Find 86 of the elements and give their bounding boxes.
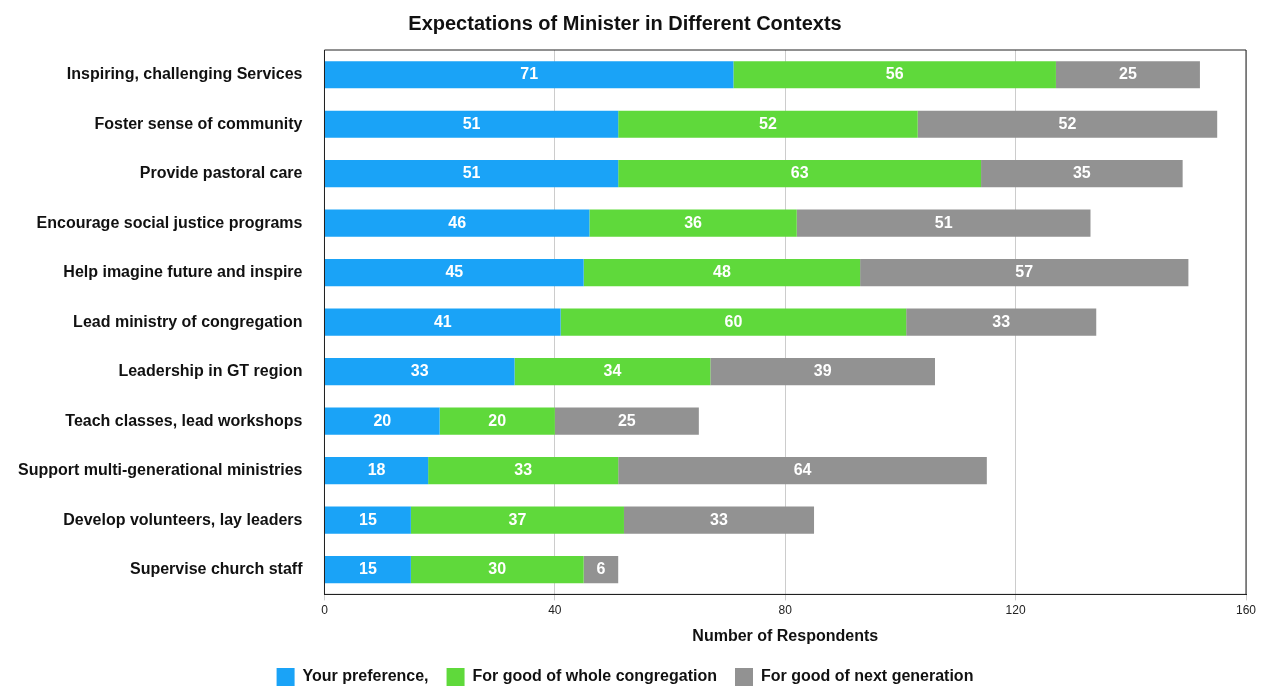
bar <box>410 506 624 534</box>
x-tick-label: 120 <box>1005 602 1026 617</box>
y-tick-label: Lead ministry of congregation <box>73 312 303 330</box>
bar <box>324 457 429 485</box>
data-label: 39 <box>813 362 832 380</box>
data-label: 6 <box>596 560 606 578</box>
x-axis-title: Number of Respondents <box>692 626 879 644</box>
bar <box>623 506 815 534</box>
y-tick-label: Foster sense of community <box>94 114 303 132</box>
y-tick-label: Teach classes, lead workshops <box>65 411 303 429</box>
bar <box>324 556 411 584</box>
data-label: 60 <box>724 312 743 330</box>
data-label: 46 <box>448 213 467 231</box>
bar <box>324 259 584 287</box>
bar <box>514 358 711 386</box>
bar <box>589 209 797 237</box>
data-label: 48 <box>712 263 731 281</box>
x-tick-label: 40 <box>548 602 562 617</box>
y-tick-label: Leadership in GT region <box>118 362 303 380</box>
y-tick-label: Inspiring, challenging Services <box>66 65 303 83</box>
bar <box>618 457 987 485</box>
bar <box>324 160 619 188</box>
data-label: 71 <box>520 65 539 83</box>
x-tick-label: 0 <box>321 602 329 617</box>
data-label: 64 <box>793 461 812 479</box>
bar <box>439 407 555 435</box>
data-label: 45 <box>445 263 464 281</box>
data-label: 36 <box>684 213 703 231</box>
data-label: 63 <box>790 164 809 182</box>
bar <box>324 209 590 237</box>
legend-label: For good of next generation <box>760 667 974 685</box>
bar <box>710 358 935 386</box>
bar <box>1055 61 1200 89</box>
data-label: 56 <box>885 65 904 83</box>
data-label: 33 <box>992 312 1011 330</box>
data-label: 51 <box>462 114 481 132</box>
y-tick-label: Support multi-generational ministries <box>17 461 303 479</box>
data-label: 37 <box>508 510 527 528</box>
bar <box>324 506 411 534</box>
data-label: 18 <box>367 461 386 479</box>
data-label: 20 <box>488 411 507 429</box>
bar <box>618 160 982 188</box>
bar <box>618 110 918 138</box>
bar <box>324 407 440 435</box>
y-tick-label: Provide pastoral care <box>139 164 303 182</box>
data-label: 33 <box>710 510 728 528</box>
y-tick-label: Develop volunteers, lay leaders <box>63 510 303 528</box>
data-label: 20 <box>373 411 392 429</box>
bar <box>324 61 734 89</box>
bar <box>981 160 1183 188</box>
data-label: 33 <box>514 461 533 479</box>
data-label: 15 <box>359 510 377 528</box>
data-label: 51 <box>934 213 953 231</box>
bar <box>560 308 907 336</box>
bar <box>917 110 1218 138</box>
y-tick-label: Help imagine future and inspire <box>63 263 303 281</box>
legend-label: For good of whole congregation <box>472 667 717 685</box>
x-tick-label: 160 <box>1235 602 1257 617</box>
chart-title: Expectations of Minister in Different Contexts <box>408 11 842 34</box>
bar <box>324 308 561 336</box>
data-label: 52 <box>1058 114 1077 132</box>
bar <box>906 308 1097 336</box>
data-label: 30 <box>488 560 507 578</box>
x-tick-label: 80 <box>778 602 793 617</box>
bar <box>796 209 1091 237</box>
y-tick-label: Supervise church staff <box>129 560 304 578</box>
bar <box>860 259 1189 287</box>
data-label: 34 <box>603 362 622 380</box>
data-label: 15 <box>359 560 377 578</box>
y-tick-label: Encourage social justice programs <box>36 213 303 231</box>
data-label: 41 <box>433 312 452 330</box>
data-label: 52 <box>759 114 777 132</box>
bar <box>324 110 619 138</box>
data-label: 35 <box>1072 164 1091 182</box>
bar <box>583 259 861 287</box>
bar <box>428 457 619 485</box>
bar <box>324 358 515 386</box>
data-label: 33 <box>410 362 429 380</box>
data-label: 57 <box>1015 263 1034 281</box>
bar <box>554 407 699 435</box>
data-label: 25 <box>1119 65 1137 83</box>
data-label: 51 <box>462 164 481 182</box>
bar <box>733 61 1056 89</box>
legend-label: Your preference, <box>302 667 429 685</box>
bar <box>410 556 584 584</box>
data-label: 25 <box>617 411 636 429</box>
